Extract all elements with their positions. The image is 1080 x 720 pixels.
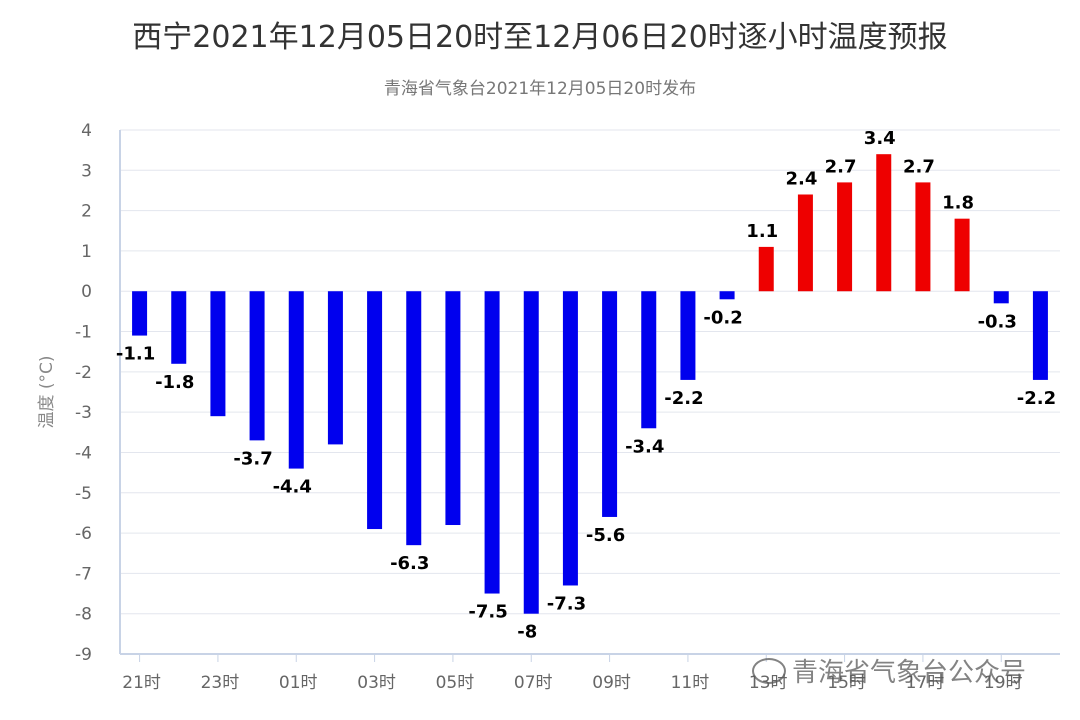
x-tick-label: 19时 [984, 673, 1023, 693]
data-label: -3.4 [625, 436, 664, 457]
data-label: -2.2 [664, 388, 703, 409]
temperature-bar [993, 291, 1009, 304]
data-label: 1.1 [746, 221, 778, 242]
y-tick-label: 3 [81, 161, 92, 181]
x-tick-label: 07时 [514, 673, 553, 693]
y-tick-label: 0 [81, 282, 92, 302]
temperature-bar [797, 194, 813, 292]
temperature-bar [562, 291, 578, 586]
data-label: 2.4 [785, 168, 817, 189]
data-label: -2.2 [1017, 388, 1056, 409]
temperature-bar [484, 291, 500, 594]
data-label: -1.1 [116, 344, 155, 365]
chart-subtitle: 青海省气象台2021年12月05日20时发布 [383, 79, 697, 99]
y-tick-label: -2 [75, 363, 92, 383]
data-label: 2.7 [903, 156, 935, 177]
watermark: 青海省气象台公众号 [752, 652, 1026, 689]
temperature-bar [680, 291, 696, 380]
temperature-bar [249, 291, 265, 441]
data-label: -0.2 [703, 307, 742, 328]
y-tick-label: -4 [75, 443, 92, 463]
y-tick-label: 1 [81, 242, 92, 262]
temperature-bar [367, 291, 383, 530]
temperature-bar [523, 291, 539, 614]
data-label: -3.7 [233, 448, 272, 469]
temperature-bar [837, 182, 853, 292]
temperature-bar [719, 291, 735, 300]
temperature-bar [954, 218, 970, 292]
temperature-bar [1032, 291, 1048, 380]
temperature-bar [876, 154, 892, 292]
y-tick-label: -5 [75, 484, 92, 504]
temperature-bar [406, 291, 422, 546]
temperature-bar [445, 291, 461, 526]
chart-title: 西宁2021年12月05日20时至12月06日20时逐小时温度预报 [132, 20, 948, 55]
temperature-bar [758, 246, 774, 292]
bars [132, 154, 1048, 614]
y-tick-label: 4 [81, 121, 92, 141]
x-tick-label: 15时 [827, 673, 866, 693]
axes: -9 -8 -7 -6 -5 -4 -3 -2 -1 0 1 2 3 4 温度 (°C) 21时 23时 01时 0… [37, 121, 1060, 693]
temperature-bar [210, 291, 226, 417]
temperature-bar [132, 291, 148, 336]
wechat-icon [752, 658, 786, 684]
data-label: 2.7 [825, 156, 857, 177]
y-tick-label: -9 [75, 645, 92, 665]
temperature-bar [288, 291, 304, 469]
data-label: -0.3 [978, 311, 1017, 332]
temperature-bar [171, 291, 187, 364]
temperature-bar [327, 291, 343, 445]
data-label: 3.4 [864, 128, 896, 149]
data-labels: -1.1-1.8 -3.7-4.4 -6.3 -7.5 -8 -7.3 -5.6 -3.4 -2… [116, 128, 1056, 643]
y-tick-label: -1 [75, 323, 92, 343]
y-tick-label: -7 [75, 564, 92, 584]
x-tick-label: 03时 [357, 673, 396, 693]
temperature-bar [641, 291, 657, 429]
x-tick-label: 21时 [122, 673, 161, 693]
y-tick-label: -6 [75, 524, 92, 544]
x-tick-label: 05时 [436, 673, 475, 693]
x-tick-label: 09时 [592, 673, 631, 693]
data-label: -7.3 [547, 593, 586, 614]
x-tick-label: 23时 [201, 673, 240, 693]
data-label: -1.8 [155, 372, 194, 393]
data-label: -7.5 [468, 602, 507, 623]
temperature-bar [602, 291, 618, 517]
x-tick-label: 11时 [671, 673, 710, 693]
data-label: -8 [517, 622, 537, 643]
x-tick-label: 17时 [906, 673, 945, 693]
temperature-bar [915, 182, 931, 292]
x-tick-label: 01时 [279, 673, 318, 693]
y-axis-label: 温度 (°C) [37, 355, 57, 428]
data-label: -6.3 [390, 553, 429, 574]
y-tick-label: -3 [75, 403, 92, 423]
data-label: 1.8 [942, 193, 974, 214]
watermark-text: 青海省气象台公众号 [792, 658, 1027, 688]
data-label: -5.6 [586, 525, 625, 546]
data-label: -4.4 [273, 477, 312, 498]
y-tick-label: 2 [81, 202, 92, 222]
y-tick-label: -8 [75, 605, 92, 625]
